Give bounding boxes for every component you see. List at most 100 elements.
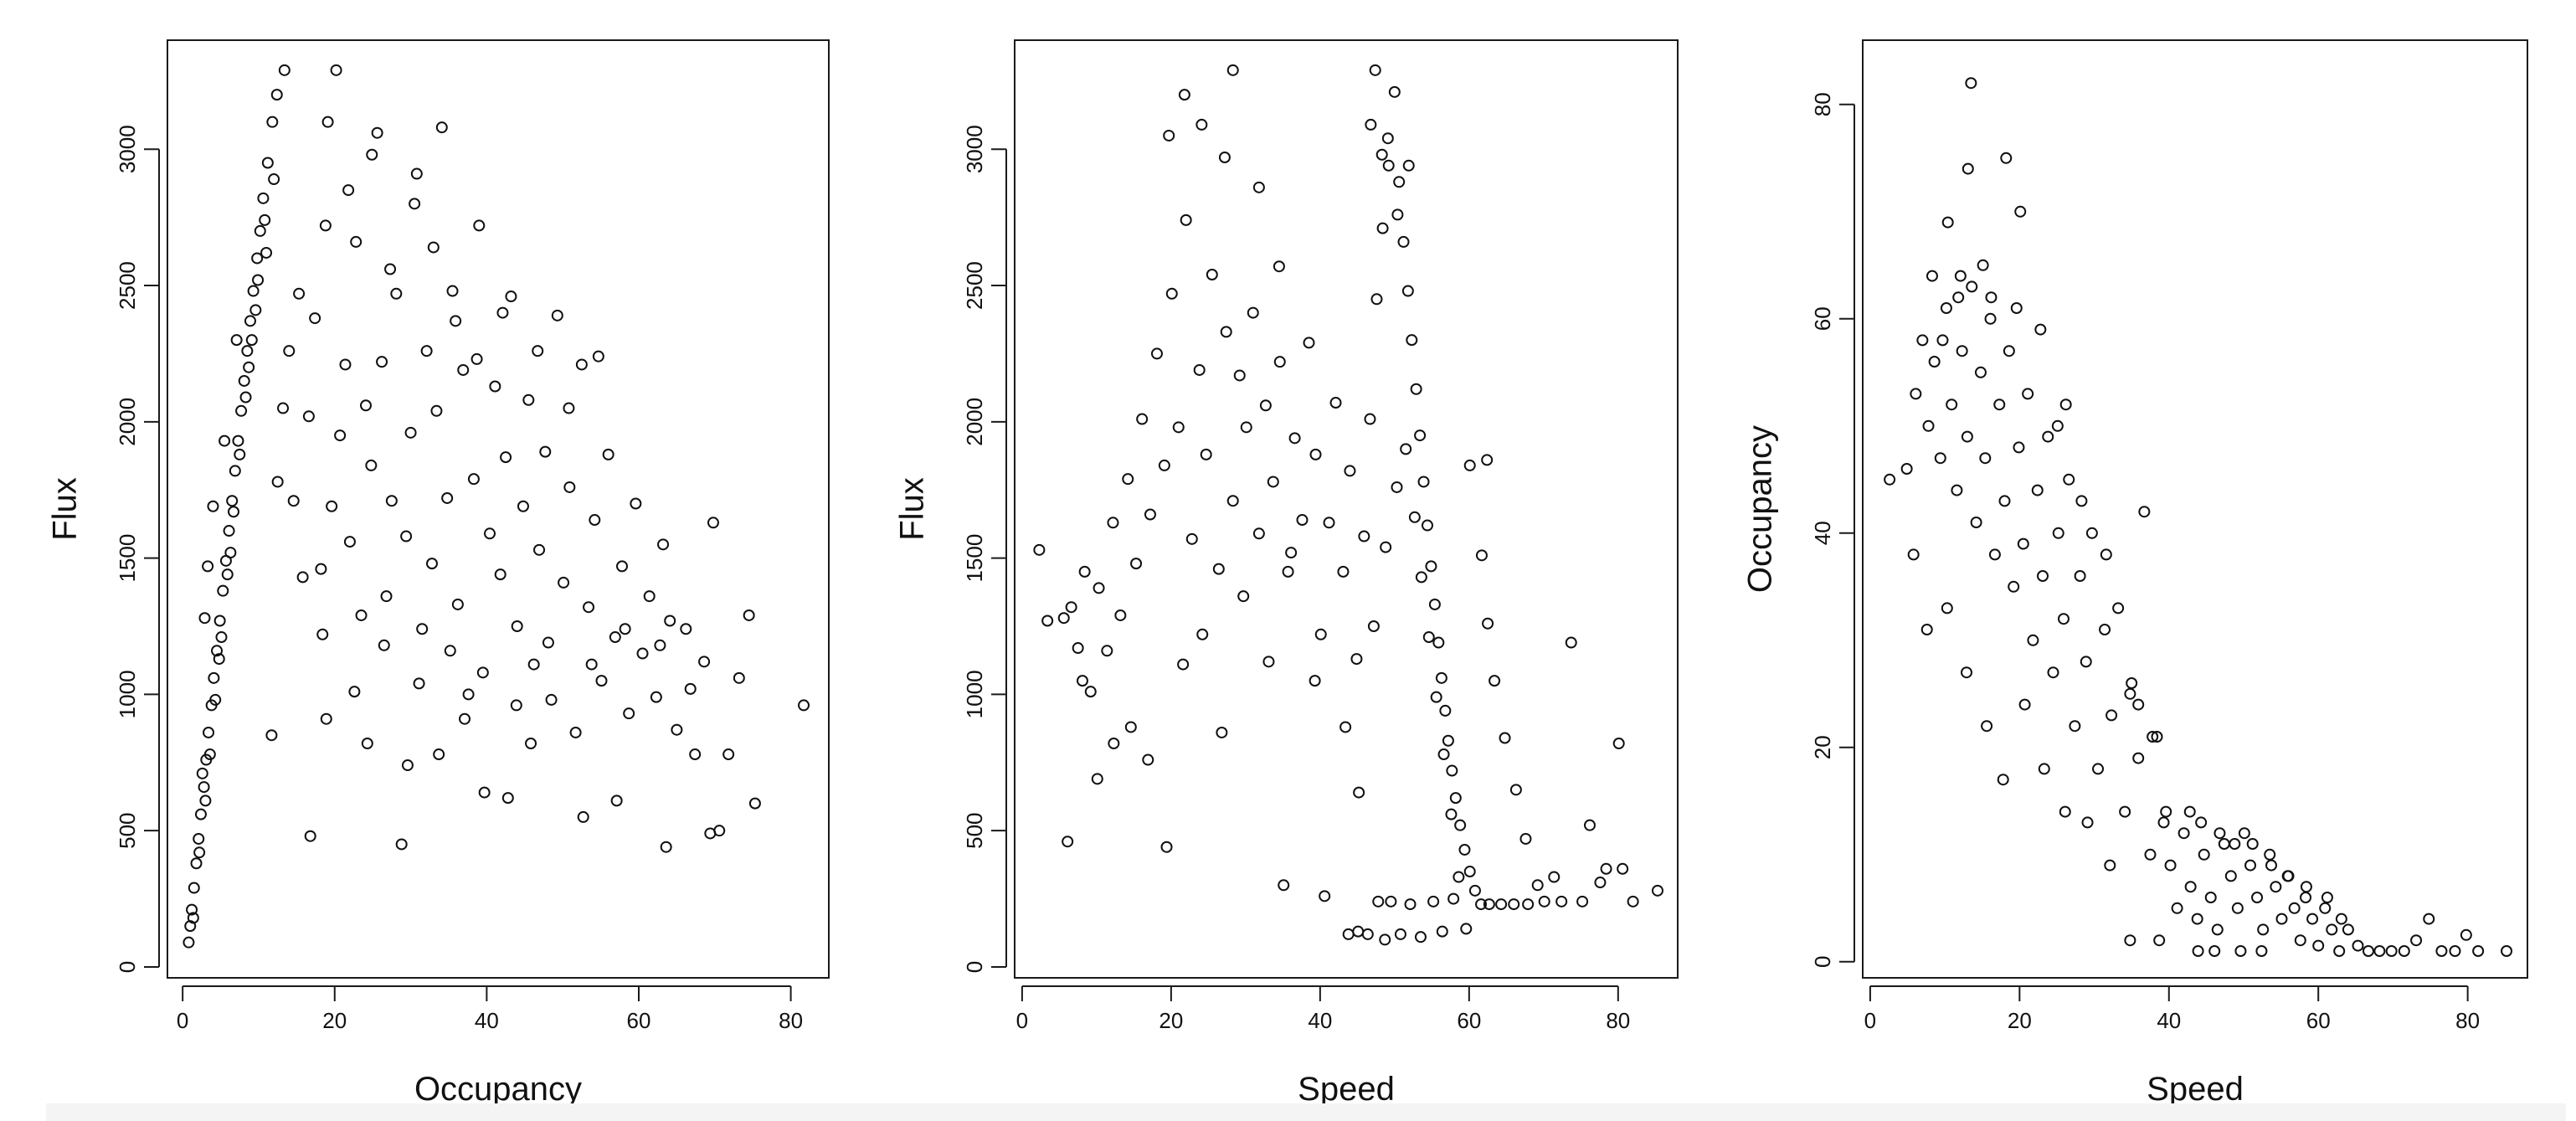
scatter-point	[1965, 77, 1977, 90]
scatter-point	[319, 219, 332, 232]
scatter-point	[2038, 763, 2050, 775]
scatter-point	[247, 285, 260, 297]
x-tick-label: 60	[2306, 1008, 2331, 1033]
scatter-point	[1285, 547, 1298, 559]
scatter-point	[1380, 541, 1392, 553]
scatter-point	[654, 639, 666, 651]
scatter-point	[798, 699, 810, 712]
scatter-point	[296, 571, 309, 584]
scatter-point	[1107, 517, 1119, 529]
scatter-point	[494, 568, 506, 581]
scatter-point	[2010, 302, 2023, 314]
scatter-point	[1288, 432, 1301, 445]
scatter-point	[1508, 898, 1520, 911]
scatter-point	[426, 558, 438, 570]
y-axis-title: Flux	[47, 477, 84, 541]
scatter-point	[1130, 558, 1143, 570]
scatter-point	[2410, 934, 2423, 947]
scatter-point	[1394, 928, 1406, 940]
scatter-point	[1884, 473, 1896, 486]
x-tick-label: 40	[475, 1008, 499, 1033]
scatter-point	[1385, 895, 1397, 908]
scatter-point	[378, 639, 390, 651]
scatter-point	[376, 356, 388, 368]
scatter-point	[1057, 612, 1070, 625]
scatter-point	[1150, 347, 1163, 360]
scatter-point	[198, 612, 211, 625]
scatter-point	[2164, 859, 2177, 872]
scatter-point	[551, 309, 563, 321]
scatter-point	[1415, 571, 1427, 584]
scatter-point	[1391, 208, 1404, 221]
scatter-point	[1941, 216, 1954, 229]
scatter-point	[2147, 731, 2159, 743]
scatter-point	[1979, 452, 1992, 465]
y-tick-label: 0	[115, 961, 140, 973]
scatter-point	[348, 686, 361, 698]
scatter-point	[671, 723, 683, 736]
scatter-point	[265, 729, 278, 742]
y-axis-title: Flux	[894, 477, 931, 541]
scatter-point	[1961, 666, 1973, 679]
scatter-point	[207, 500, 219, 512]
scatter-point	[743, 609, 755, 621]
scatter-point	[1977, 259, 1989, 271]
scatter-point	[1388, 85, 1401, 98]
scatter-point	[2192, 945, 2204, 957]
scatter-point	[2211, 923, 2224, 936]
scatter-point	[1163, 129, 1175, 141]
scatter-point	[577, 810, 589, 823]
scatter-point	[2157, 816, 2170, 829]
scatter-point	[563, 402, 575, 414]
scatter-point	[1206, 269, 1218, 280]
scatter-point	[224, 547, 237, 559]
scatter-point	[427, 241, 440, 254]
scatter-point	[558, 576, 570, 589]
scatter-point	[450, 315, 462, 327]
scatter-point	[2000, 152, 2013, 164]
scatter-point	[360, 399, 372, 412]
scatter-point	[203, 748, 216, 761]
scatter-point	[2031, 484, 2044, 496]
scatter-point	[1329, 397, 1342, 409]
scatter-point	[2008, 580, 2020, 593]
scatter-point	[1962, 162, 1974, 175]
scatter-point	[371, 126, 383, 139]
scatter-point	[2435, 945, 2448, 957]
scatter-point	[1296, 514, 1309, 527]
scatter-point	[2342, 923, 2354, 936]
scatter-point	[533, 543, 546, 556]
scatter-point	[401, 759, 414, 772]
scatter-point	[478, 786, 491, 799]
scatter-point	[1940, 302, 1952, 314]
scatter-point	[270, 89, 283, 101]
scatter-point	[1195, 118, 1208, 131]
scatter-point	[660, 841, 672, 853]
scatter-point	[2275, 913, 2288, 925]
scatter-point	[2132, 698, 2145, 711]
scatter-point	[1482, 617, 1494, 630]
scatter-point	[2126, 677, 2138, 689]
scatter-point	[2075, 495, 2088, 507]
scatter-point	[1400, 443, 1412, 455]
scatter-panel-1: 0 20 40 60 80 0 500 1000 1500 2000 2500 3000 Occupan…	[47, 39, 830, 1108]
scatter-point	[390, 287, 403, 300]
scatter-point	[2047, 666, 2059, 679]
scatter-point	[2124, 687, 2136, 700]
scatter-point	[1970, 517, 1982, 528]
scatter-point	[545, 693, 558, 706]
scatter-point	[2069, 720, 2081, 733]
scatter-point	[196, 767, 208, 779]
scatter-point	[211, 645, 224, 657]
scatter-point	[2112, 602, 2125, 614]
scatter-point	[2106, 709, 2118, 722]
scatter-point	[1136, 413, 1149, 425]
scatter-point	[446, 285, 459, 297]
scatter-point	[366, 148, 378, 161]
scatter-point	[1576, 895, 1589, 908]
scatter-point	[243, 361, 255, 373]
scatter-point	[1172, 421, 1185, 434]
scatter-point	[1267, 476, 1279, 488]
scatter-point	[1033, 543, 1046, 556]
